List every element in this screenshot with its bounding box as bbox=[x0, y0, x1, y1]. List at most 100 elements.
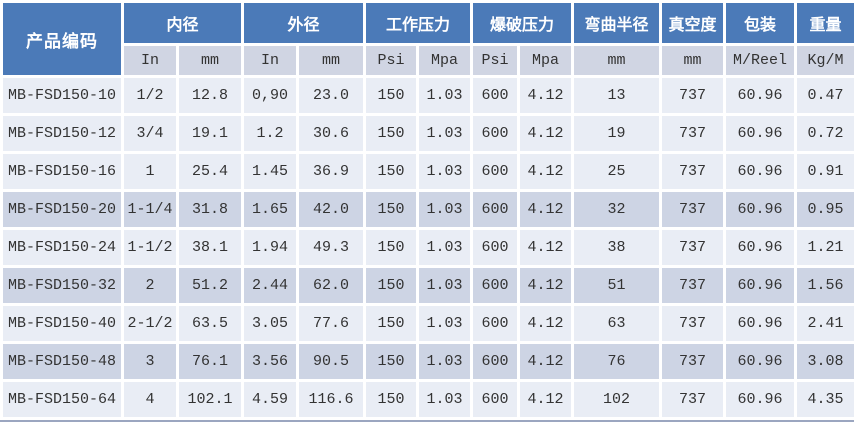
spec-cell-r5-c0: 2 bbox=[124, 268, 176, 303]
spec-cell-r4-c7: 4.12 bbox=[520, 230, 572, 265]
spec-cell-r6-c5: 1.03 bbox=[419, 306, 471, 341]
spec-cell-r1-c5: 1.03 bbox=[419, 116, 471, 151]
spec-cell-r1-c3: 30.6 bbox=[299, 116, 364, 151]
spec-cell-r4-c3: 49.3 bbox=[299, 230, 364, 265]
spec-cell-r4-c5: 1.03 bbox=[419, 230, 471, 265]
spec-cell-r8-c2: 4.59 bbox=[244, 382, 297, 417]
column-group-header-1: 外径 bbox=[244, 3, 364, 43]
product-code-cell: MB-FSD150-10 bbox=[3, 78, 121, 113]
spec-cell-r2-c10: 60.96 bbox=[726, 154, 795, 189]
column-group-header-4: 弯曲半径 bbox=[574, 3, 660, 43]
spec-cell-r5-c5: 1.03 bbox=[419, 268, 471, 303]
spec-cell-r2-c1: 25.4 bbox=[179, 154, 242, 189]
spec-cell-r6-c4: 150 bbox=[366, 306, 417, 341]
unit-subheader-10: M/Reel bbox=[726, 46, 795, 75]
spec-cell-r2-c11: 0.91 bbox=[797, 154, 854, 189]
spec-cell-r1-c4: 150 bbox=[366, 116, 417, 151]
table-row-0: MB-FSD150-10 1/2 12.8 0,90 23.0 150 1.03 600 4.1… bbox=[3, 78, 854, 113]
spec-cell-r8-c4: 150 bbox=[366, 382, 417, 417]
spec-cell-r3-c11: 0.95 bbox=[797, 192, 854, 227]
unit-subheader-0: In bbox=[124, 46, 176, 75]
spec-cell-r6-c11: 2.41 bbox=[797, 306, 854, 341]
spec-cell-r0-c1: 12.8 bbox=[179, 78, 242, 113]
column-group-header-2: 工作压力 bbox=[366, 3, 471, 43]
spec-cell-r7-c8: 76 bbox=[574, 344, 660, 379]
spec-cell-r2-c0: 1 bbox=[124, 154, 176, 189]
spec-cell-r7-c4: 150 bbox=[366, 344, 417, 379]
spec-cell-r8-c11: 4.35 bbox=[797, 382, 854, 417]
spec-cell-r3-c5: 1.03 bbox=[419, 192, 471, 227]
spec-cell-r1-c9: 737 bbox=[662, 116, 724, 151]
column-group-header-5: 真空度 bbox=[662, 3, 724, 43]
table-row-8: MB-FSD150-64 4 102.1 4.59 116.6 150 1.03 600 4.1… bbox=[3, 382, 854, 417]
unit-subheader-6: Psi bbox=[473, 46, 518, 75]
product-code-cell: MB-FSD150-20 bbox=[3, 192, 121, 227]
product-code-cell: MB-FSD150-16 bbox=[3, 154, 121, 189]
unit-subheader-2: In bbox=[244, 46, 297, 75]
spec-cell-r0-c5: 1.03 bbox=[419, 78, 471, 113]
spec-cell-r3-c1: 31.8 bbox=[179, 192, 242, 227]
spec-cell-r0-c11: 0.47 bbox=[797, 78, 854, 113]
spec-cell-r0-c2: 0,90 bbox=[244, 78, 297, 113]
spec-cell-r0-c9: 737 bbox=[662, 78, 724, 113]
spec-cell-r1-c11: 0.72 bbox=[797, 116, 854, 151]
spec-cell-r6-c0: 2-1/2 bbox=[124, 306, 176, 341]
product-code-cell: MB-FSD150-24 bbox=[3, 230, 121, 265]
spec-cell-r7-c7: 4.12 bbox=[520, 344, 572, 379]
spec-cell-r8-c1: 102.1 bbox=[179, 382, 242, 417]
spec-cell-r7-c10: 60.96 bbox=[726, 344, 795, 379]
spec-cell-r8-c9: 737 bbox=[662, 382, 724, 417]
spec-cell-r1-c10: 60.96 bbox=[726, 116, 795, 151]
spec-cell-r7-c1: 76.1 bbox=[179, 344, 242, 379]
unit-subheader-8: mm bbox=[574, 46, 660, 75]
spec-cell-r2-c3: 36.9 bbox=[299, 154, 364, 189]
column-group-header-6: 包装 bbox=[726, 3, 795, 43]
product-code-cell: MB-FSD150-40 bbox=[3, 306, 121, 341]
spec-cell-r3-c0: 1-1/4 bbox=[124, 192, 176, 227]
spec-cell-r5-c6: 600 bbox=[473, 268, 518, 303]
column-group-header-0: 内径 bbox=[124, 3, 242, 43]
column-group-header-3: 爆破压力 bbox=[473, 3, 572, 43]
spec-cell-r4-c2: 1.94 bbox=[244, 230, 297, 265]
spec-cell-r4-c9: 737 bbox=[662, 230, 724, 265]
product-code-cell: MB-FSD150-12 bbox=[3, 116, 121, 151]
spec-cell-r8-c8: 102 bbox=[574, 382, 660, 417]
spec-cell-r5-c4: 150 bbox=[366, 268, 417, 303]
spec-cell-r0-c6: 600 bbox=[473, 78, 518, 113]
table-row-1: MB-FSD150-12 3/4 19.1 1.2 30.6 150 1.03 600 4.12… bbox=[3, 116, 854, 151]
spec-cell-r6-c7: 4.12 bbox=[520, 306, 572, 341]
spec-cell-r5-c8: 51 bbox=[574, 268, 660, 303]
table-row-7: MB-FSD150-48 3 76.1 3.56 90.5 150 1.03 600 4.12 7… bbox=[3, 344, 854, 379]
spec-cell-r6-c8: 63 bbox=[574, 306, 660, 341]
spec-cell-r3-c4: 150 bbox=[366, 192, 417, 227]
spec-cell-r7-c2: 3.56 bbox=[244, 344, 297, 379]
unit-subheader-7: Mpa bbox=[520, 46, 572, 75]
spec-cell-r4-c10: 60.96 bbox=[726, 230, 795, 265]
table-row-6: MB-FSD150-40 2-1/2 63.5 3.05 77.6 150 1.03 600 4… bbox=[3, 306, 854, 341]
spec-cell-r5-c2: 2.44 bbox=[244, 268, 297, 303]
spec-cell-r3-c10: 60.96 bbox=[726, 192, 795, 227]
spec-cell-r2-c6: 600 bbox=[473, 154, 518, 189]
unit-subheader-11: Kg/M bbox=[797, 46, 854, 75]
product-code-cell: MB-FSD150-64 bbox=[3, 382, 121, 417]
unit-subheader-4: Psi bbox=[366, 46, 417, 75]
spec-cell-r2-c2: 1.45 bbox=[244, 154, 297, 189]
spec-cell-r8-c10: 60.96 bbox=[726, 382, 795, 417]
spec-cell-r2-c9: 737 bbox=[662, 154, 724, 189]
spec-cell-r6-c9: 737 bbox=[662, 306, 724, 341]
unit-subheader-row: In mm In mm Psi Mpa Psi Mpa mm mm M/Reel Kg/M bbox=[3, 46, 854, 75]
spec-cell-r0-c7: 4.12 bbox=[520, 78, 572, 113]
spec-cell-r6-c10: 60.96 bbox=[726, 306, 795, 341]
spec-cell-r4-c1: 38.1 bbox=[179, 230, 242, 265]
spec-cell-r0-c0: 1/2 bbox=[124, 78, 176, 113]
spec-cell-r7-c9: 737 bbox=[662, 344, 724, 379]
spec-cell-r1-c8: 19 bbox=[574, 116, 660, 151]
spec-cell-r4-c4: 150 bbox=[366, 230, 417, 265]
spec-cell-r6-c3: 77.6 bbox=[299, 306, 364, 341]
spec-cell-r8-c5: 1.03 bbox=[419, 382, 471, 417]
spec-cell-r2-c8: 25 bbox=[574, 154, 660, 189]
spec-cell-r4-c8: 38 bbox=[574, 230, 660, 265]
spec-cell-r4-c11: 1.21 bbox=[797, 230, 854, 265]
